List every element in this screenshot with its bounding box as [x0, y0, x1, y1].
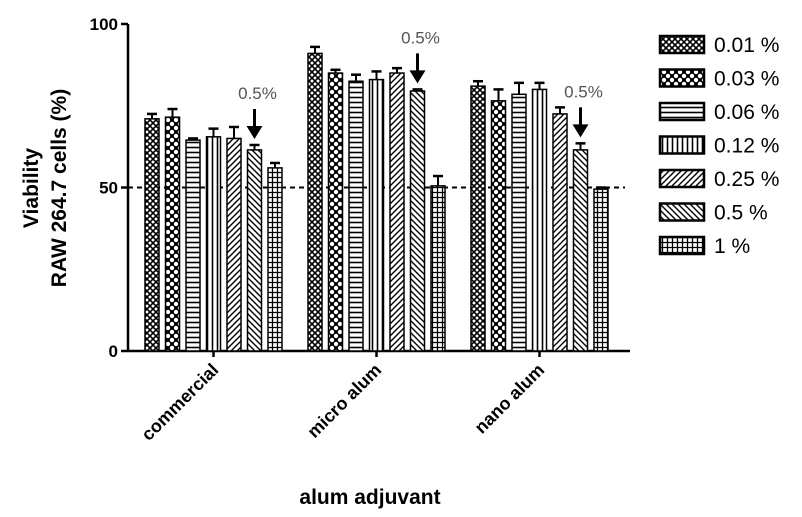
x-tick-label-nano-alum: nano alum — [471, 360, 549, 438]
legend-swatch-2 — [658, 68, 706, 88]
bar-micro-alum-5 — [389, 72, 405, 352]
annotation-label-3: 0.5% — [564, 82, 603, 101]
annotation-label-1: 0.5% — [238, 84, 277, 103]
bar-nano-alum-1 — [470, 85, 486, 352]
bar-micro-alum-1 — [307, 52, 323, 352]
x-tick-label-micro-alum: micro alum — [303, 360, 385, 442]
y-tick-label-100: 100 — [90, 15, 118, 34]
legend-label-1: 0.01 % — [714, 34, 779, 57]
y-axis-title-line1: Viability — [20, 148, 43, 228]
bar-nano-alum-3 — [511, 93, 527, 352]
y-tick-label-50: 50 — [99, 179, 118, 198]
annotation-label-2: 0.5% — [401, 28, 440, 47]
legend-swatch-1 — [658, 34, 706, 55]
bar-commercial-1 — [144, 118, 160, 352]
bar-commercial-7 — [267, 167, 283, 352]
y-tick-label-0: 0 — [109, 342, 118, 361]
bar-micro-alum-3 — [348, 80, 364, 352]
bar-micro-alum-2 — [327, 72, 344, 352]
legend-label-7: 1 % — [714, 235, 750, 258]
bar-commercial-6 — [246, 149, 263, 352]
bar-micro-alum-6 — [409, 90, 426, 352]
legend-swatch-3 — [658, 101, 706, 122]
bar-nano-alum-4 — [531, 88, 548, 352]
bar-commercial-2 — [164, 116, 181, 352]
legend-swatch-4 — [658, 135, 706, 155]
bar-nano-alum-6 — [572, 149, 589, 352]
bar-nano-alum-7 — [593, 188, 609, 352]
legend-label-6: 0.5 % — [714, 202, 768, 225]
legend-label-5: 0.25 % — [714, 168, 779, 191]
legend-swatch-6 — [658, 202, 706, 222]
bar-commercial-3 — [185, 139, 201, 352]
legend-label-4: 0.12 % — [714, 135, 779, 158]
annotation-arrow-head-2 — [409, 70, 426, 84]
legend-label-2: 0.03 % — [714, 68, 779, 91]
annotation-arrow-head-1 — [246, 125, 263, 139]
y-axis-title-line2: RAW 264.7 cells (%) — [48, 89, 71, 287]
legend-swatch-5 — [658, 168, 706, 189]
legend-swatch-7 — [658, 235, 706, 256]
bar-micro-alum-7 — [430, 185, 446, 352]
legend: 0.01 % 0.03 % 0.06 % 0.12 % 0.25 % 0.5 % 1 % — [658, 34, 779, 258]
legend-label-3: 0.06 % — [714, 101, 779, 124]
plot-area: 0 50 100 commercial micro alum nano alum 0.5% 0… — [90, 15, 630, 445]
annotation-arrow-head-3 — [572, 124, 589, 138]
bar-commercial-5 — [226, 137, 242, 352]
bar-nano-alum-5 — [552, 113, 568, 352]
bar-nano-alum-2 — [490, 100, 507, 352]
x-axis-title: alum adjuvant — [299, 486, 440, 509]
bar-commercial-4 — [205, 136, 222, 352]
x-tick-label-commercial: commercial — [137, 360, 222, 445]
bar-micro-alum-4 — [368, 78, 385, 352]
